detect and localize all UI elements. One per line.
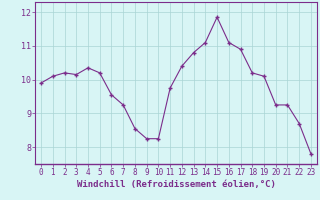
X-axis label: Windchill (Refroidissement éolien,°C): Windchill (Refroidissement éolien,°C)	[76, 180, 276, 189]
